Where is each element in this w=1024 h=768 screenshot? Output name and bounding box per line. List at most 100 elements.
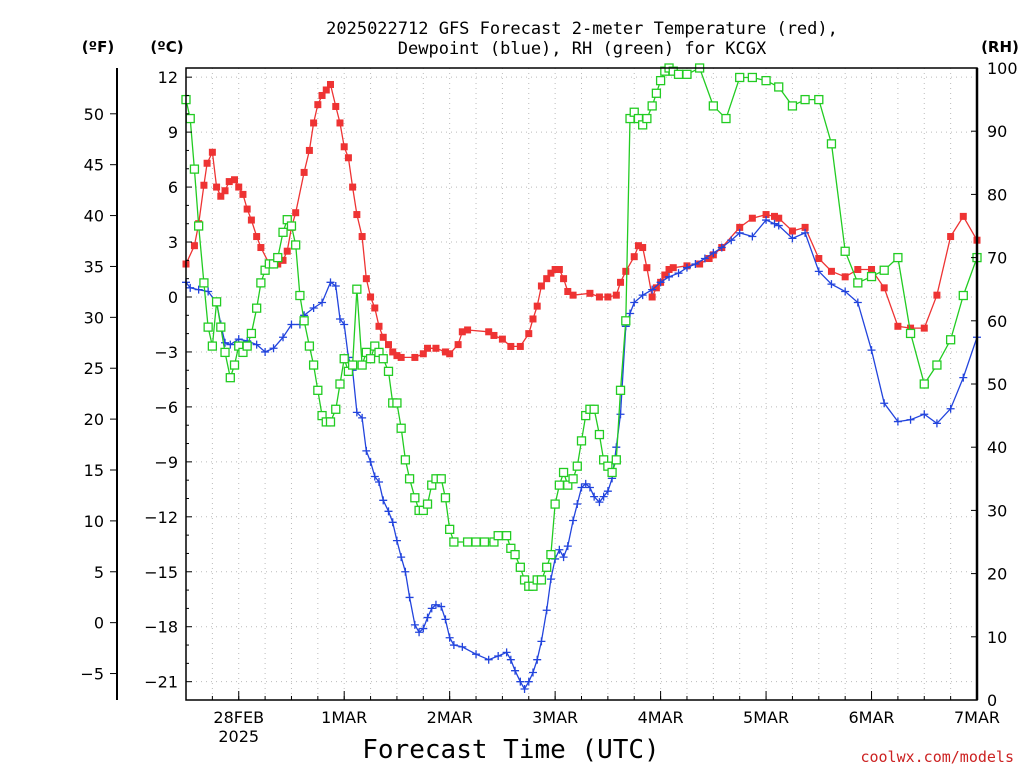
rh-point [958,290,968,301]
rh-tick-label: 20 [987,565,1007,584]
dewpoint-point [774,221,783,230]
temperature-point [454,341,462,349]
temperature-point [933,291,941,299]
temperature-point [239,190,247,198]
temperature-point [959,212,967,220]
rh-point [568,474,578,484]
dewpoint-point [388,518,397,527]
series-dewpoint [182,216,981,694]
rh-point [383,366,394,377]
rh-point [563,480,573,490]
dewpoint-point [410,620,419,629]
rh-point [546,549,556,560]
rh-point [826,139,837,149]
temperature-point [362,275,370,283]
dewpoint-point [555,545,564,554]
fahrenheit-tick-label: 30 [84,308,104,327]
rh-point [621,316,631,326]
temperature-point [827,267,835,275]
dewpoint-point [946,404,955,413]
temperature-point [639,244,647,252]
temperature-point [696,260,704,268]
temperature-point [253,233,261,241]
temperature-point [564,287,572,295]
temperature-point [547,269,555,277]
celsius-tick-label: −9 [154,453,178,472]
dewpoint-point [506,655,515,664]
temperature-point [560,275,568,283]
temperature-point [200,181,208,189]
fahrenheit-tick-label: 45 [84,156,104,175]
temperature-point [314,101,322,109]
rh-line [185,67,978,587]
x-tick-label: 7MAR [954,708,1000,727]
dewpoint-point [331,281,340,290]
celsius-tick-label: −12 [144,508,178,527]
rh-point [840,246,850,256]
rh-point [211,297,222,307]
rh-point [550,499,560,509]
rh-point [436,474,446,484]
temperature-point [375,322,383,330]
dewpoint-point [269,344,278,353]
rh-point [945,335,956,345]
fahrenheit-unit-label: (ºF) [82,38,114,56]
rh-point [576,436,587,446]
rh-point [304,341,315,351]
temperature-point [397,353,405,361]
rh-point [246,328,257,339]
fahrenheit-tick-label: 5 [94,563,104,582]
rh-point [404,474,415,484]
dewpoint-point [423,613,432,622]
dewpoint-point [867,346,876,355]
dewpoint-point [524,677,533,686]
axes: 129630−3−6−9−12−15−18−215045403530252015… [80,59,1017,746]
dewpoint-point [569,516,578,525]
temperature-point [661,271,669,279]
rh-point [542,562,552,572]
rh-point [291,240,301,250]
dewpoint-point [520,685,529,694]
rh-point [853,278,863,288]
rh-point [229,360,240,370]
rh-point [225,373,235,383]
dewpoint-point [419,624,428,633]
temperature-point [525,330,533,338]
rh-point [331,404,341,414]
rh-point [252,303,262,313]
credit-text: coolwx.com/models [860,748,1014,766]
rh-point [493,531,503,541]
rh-point [207,341,218,351]
dewpoint-point [366,457,375,466]
temperature-point [533,302,541,310]
dewpoint-point [853,298,862,307]
dewpoint-point [340,320,349,329]
temperature-point [634,242,642,250]
temperature-point [762,211,770,219]
dewpoint-point [616,410,625,419]
temperature-point [868,266,876,274]
temperature-point [748,214,756,222]
temperature-point [336,119,344,127]
rh-point [572,461,582,471]
dewpoint-point [261,347,270,356]
rh-point [866,271,877,282]
dewpoint-point [458,642,467,651]
rh-point [682,69,692,79]
rh-point [308,360,319,370]
temperature-point [353,211,361,219]
rh-point [655,75,666,86]
x-axis-label: Forecast Time (UTC) [362,735,659,765]
temperature-point [569,291,577,299]
temperature-point [231,176,239,184]
rh-point [199,278,209,288]
dewpoint-point [431,600,440,609]
temperature-point [292,209,300,217]
temperature-point [322,86,330,94]
rh-point [501,531,512,541]
temperature-point [841,273,849,281]
rh-tick-label: 0 [987,691,997,710]
celsius-tick-label: −6 [154,398,178,417]
temperature-point [464,326,472,334]
